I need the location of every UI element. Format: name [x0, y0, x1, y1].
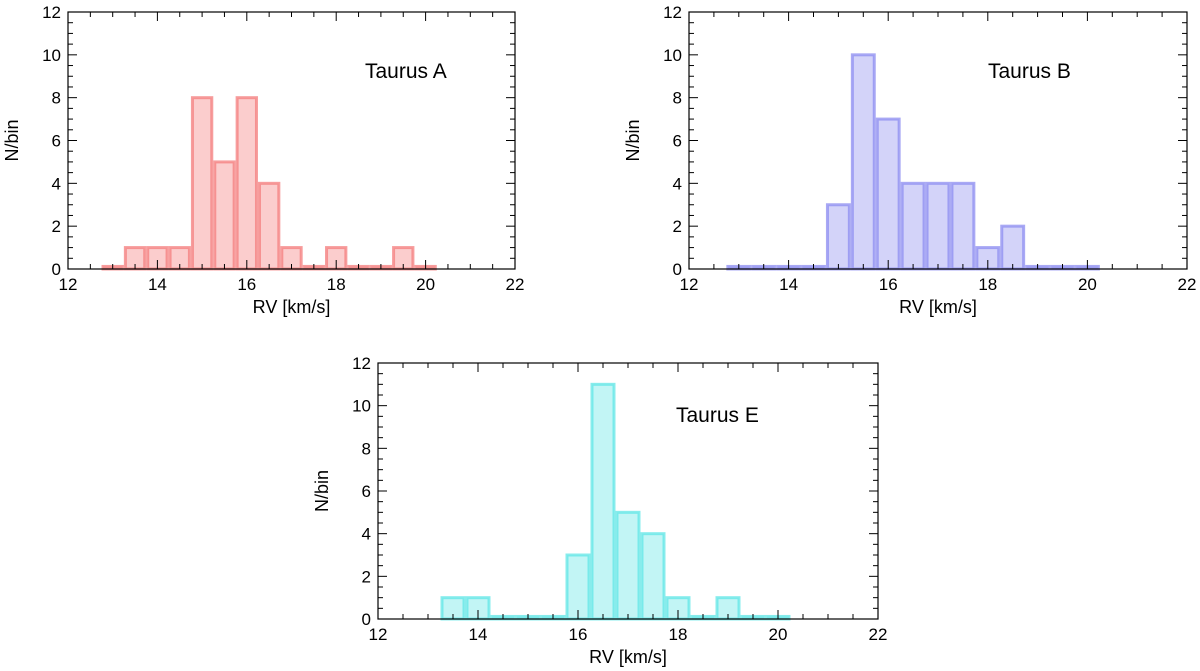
taurus-b-x-tick-label: 22 [1178, 275, 1197, 294]
taurus-b-bar [1000, 224, 1026, 271]
taurus-a-x-tick-label: 20 [416, 275, 435, 294]
taurus-b-y-tick-label: 2 [673, 217, 682, 236]
taurus-b-x-tick-label: 12 [680, 275, 699, 294]
taurus-e-y-axis-title: N/bin [312, 470, 332, 512]
taurus-b-x-tick-label: 16 [879, 275, 898, 294]
taurus-a-y-tick-label: 6 [52, 132, 61, 151]
taurus-e-y-tick-label: 6 [362, 482, 371, 501]
taurus-b-panel-label: Taurus B [988, 60, 1071, 83]
taurus-a-x-axis-title: RV [km/s] [253, 297, 331, 317]
taurus-b-bar [950, 181, 976, 271]
taurus-b-y-axis-title: N/bin [623, 119, 643, 161]
taurus-a-x-tick-label: 12 [59, 275, 78, 294]
taurus-e-y-tick-label: 4 [362, 525, 371, 544]
taurus-e-bar [590, 382, 616, 621]
taurus-e-bar [640, 532, 666, 621]
taurus-e-y-tick-label: 12 [352, 354, 371, 373]
taurus-b-bar [825, 203, 851, 271]
taurus-b-bar [875, 117, 901, 271]
taurus-b-x-tick-label: 14 [779, 275, 798, 294]
taurus-a-x-tick-label: 14 [148, 275, 167, 294]
taurus-a-y-tick-label: 10 [42, 46, 61, 65]
taurus-a-y-tick-label: 8 [52, 89, 61, 108]
taurus-e-y-tick-label: 10 [352, 397, 371, 416]
taurus-e-panel-label: Taurus E [676, 404, 759, 427]
taurus-a-y-axis-title: N/bin [2, 119, 22, 161]
taurus-a-plot-frame [67, 11, 516, 270]
taurus-a-x-tick-label: 22 [506, 275, 525, 294]
taurus-a-panel-label: Taurus A [365, 60, 447, 83]
taurus-a-x-tick-label: 16 [237, 275, 256, 294]
taurus-e-x-axis-title: RV [km/s] [589, 647, 667, 667]
taurus-e-x-tick-label: 12 [369, 625, 388, 644]
taurus-e-x-tick-label: 22 [869, 625, 888, 644]
taurus-e-x-tick-label: 16 [569, 625, 588, 644]
taurus-b-y-tick-label: 10 [663, 46, 682, 65]
taurus-b-bar [925, 181, 951, 271]
taurus-a-bar [235, 96, 258, 271]
taurus-b-panel: 12 14 16 18 20 22 0 2 4 6 8 10 12 RV [km/s] N/bin Tauru… [623, 3, 1196, 317]
taurus-a-y-tick-label: 2 [52, 217, 61, 236]
taurus-a-y-tick-label: 0 [52, 260, 61, 279]
taurus-e-y-tick-label: 0 [362, 610, 371, 629]
taurus-b-y-tick-label: 8 [673, 89, 682, 108]
taurus-a-bar [257, 181, 281, 271]
taurus-a-bar [213, 160, 236, 271]
taurus-e-bar [565, 553, 591, 621]
taurus-e-x-tick-label: 14 [469, 625, 488, 644]
taurus-e-y-tick-label: 2 [362, 567, 371, 586]
taurus-b-y-tick-label: 12 [663, 3, 682, 22]
taurus-b-bar [900, 181, 926, 271]
taurus-a-bar [190, 96, 214, 271]
taurus-b-x-tick-label: 20 [1078, 275, 1097, 294]
taurus-a-y-tick-label: 4 [52, 174, 61, 193]
taurus-a-x-tick-label: 18 [327, 275, 346, 294]
taurus-e-y-tick-label: 8 [362, 439, 371, 458]
taurus-e-x-tick-label: 18 [669, 625, 688, 644]
taurus-b-bar [850, 53, 876, 271]
taurus-b-x-axis-title: RV [km/s] [899, 297, 977, 317]
taurus-a-y-tick-label: 12 [42, 3, 61, 22]
taurus-b-y-tick-label: 6 [673, 132, 682, 151]
taurus-b-y-tick-label: 4 [673, 174, 682, 193]
taurus-e-bar [615, 510, 641, 621]
taurus-a-panel: 12 14 16 18 20 22 0 2 4 6 8 10 12 RV [km/s] N/bin Tauru… [2, 3, 524, 317]
taurus-b-x-tick-label: 18 [978, 275, 997, 294]
taurus-b-y-tick-label: 0 [673, 260, 682, 279]
taurus-e-panel: 12 14 16 18 20 22 0 2 4 6 8 10 12 RV [km/s] N/bin Tauru… [312, 354, 887, 667]
taurus-e-x-tick-label: 20 [769, 625, 788, 644]
